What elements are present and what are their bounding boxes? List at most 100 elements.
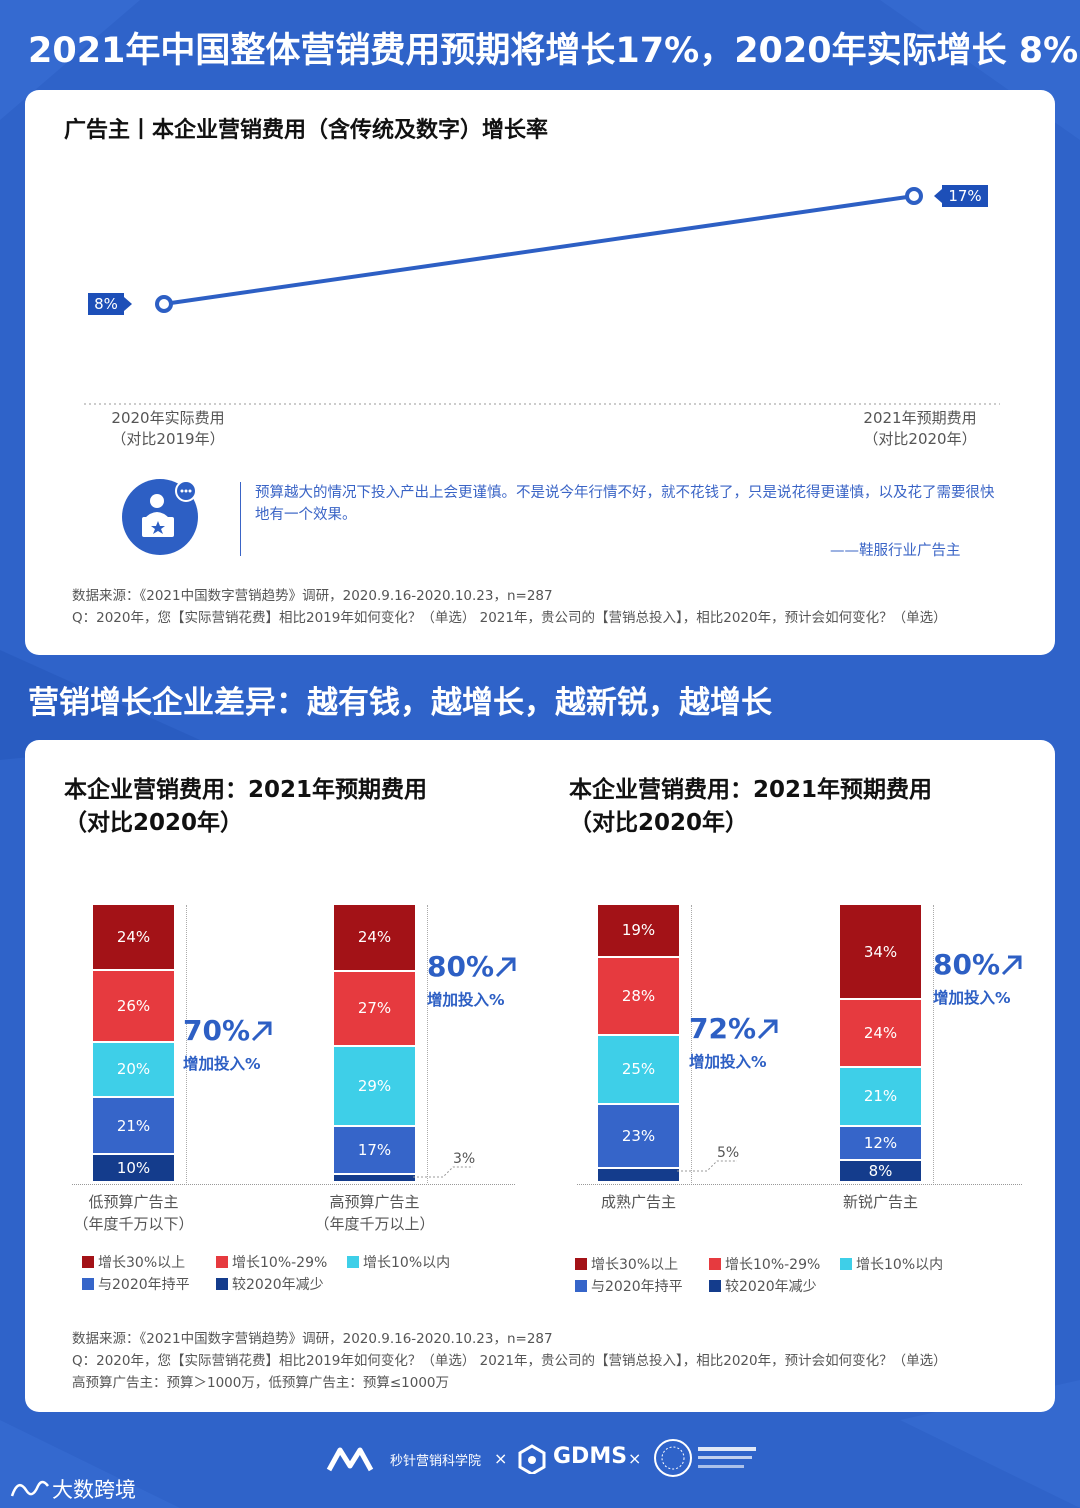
bar-segment — [598, 1169, 679, 1183]
legend-label: 与2020年持平 — [98, 1277, 190, 1293]
chart-left-title: 本企业营销费用：2021年预期费用 （对比2020年） — [64, 774, 427, 840]
page-title: 2021年中国整体营销费用预期将增长17%，2020年实际增长 8% — [28, 31, 1079, 71]
bar-segment: 24% — [93, 905, 174, 972]
legend-swatch — [575, 1280, 587, 1292]
bar-category-label-line: 新锐广告主 — [842, 1193, 918, 1211]
bar-segment — [334, 1174, 415, 1183]
increase-label: 增加投入% — [183, 1055, 261, 1073]
gdms-logo-icon — [518, 1444, 546, 1474]
legend-label: 增长30%以上 — [98, 1255, 186, 1271]
legend-swatch — [840, 1258, 852, 1270]
legend-item: 较2020年减少 — [216, 1274, 324, 1294]
footer-separator-2: × — [628, 1449, 642, 1468]
legend-swatch — [216, 1256, 228, 1268]
legend-item: 增长10%-29% — [709, 1254, 820, 1274]
bar-category-label-line: （年度千万以下） — [73, 1215, 194, 1233]
bar-category-label-line: 高预算广告主 — [329, 1193, 420, 1211]
bar-value-label: 10% — [116, 1159, 151, 1178]
legend-swatch — [82, 1278, 94, 1290]
bar-callout-line — [413, 1166, 473, 1178]
bar-value-label: 27% — [357, 999, 392, 1018]
legend-label: 增长10%以内 — [363, 1255, 451, 1271]
quote-divider — [240, 482, 241, 556]
legend-item: 增长10%-29% — [216, 1252, 327, 1272]
footer-logo-text-1: 秒针营销科学院 — [390, 1454, 482, 1469]
bar-category-label: 新锐广告主 — [801, 1191, 961, 1213]
legend-label: 较2020年减少 — [725, 1279, 817, 1295]
quote-text: 预算越大的情况下投入产出上会更谨慎。不是说今年行情不好，就不花钱了，只是说花得更… — [255, 485, 995, 523]
bar-segment: 21% — [840, 1067, 921, 1127]
bar-value-label: 3% — [453, 1150, 476, 1167]
line-point — [155, 295, 173, 313]
bar-segment: 8% — [840, 1160, 921, 1183]
legend-item: 增长30%以上 — [82, 1252, 185, 1272]
up-arrow-icon — [251, 1021, 272, 1042]
bar-guide-line — [691, 905, 692, 1183]
bar-value-label: 23% — [621, 1127, 656, 1146]
partner-seal-logo-icon — [654, 1439, 756, 1477]
bar-value-label: 17% — [357, 1141, 392, 1160]
bar-value-label: 24% — [116, 928, 151, 947]
bar-guide-line — [933, 905, 934, 1183]
legend-swatch — [709, 1280, 721, 1292]
legend-swatch — [347, 1256, 359, 1268]
growth-rate-card — [25, 90, 1055, 655]
section2-question-note: Q：2020年，您【实际营销花费】相比2019年如何变化？（单选） 2021年，… — [72, 1353, 947, 1369]
bar-segment: 12% — [840, 1126, 921, 1161]
bar-value-label: 5% — [717, 1145, 740, 1162]
chart-right-title: 本企业营销费用：2021年预期费用 （对比2020年） — [569, 774, 932, 840]
bar-value-label: 19% — [621, 921, 656, 940]
line-x-label-1-line1: 2020年实际费用 — [111, 409, 225, 427]
line-x-label-1-line2: （对比2019年） — [111, 430, 225, 448]
bar-value-label: 21% — [116, 1116, 151, 1135]
bar-segment: 17% — [334, 1127, 415, 1175]
line-x-label-2-line2: （对比2020年） — [863, 430, 977, 448]
line-chart: 8% 17% — [84, 185, 1000, 405]
legend-label: 增长10%-29% — [725, 1257, 821, 1273]
bar-baseline — [577, 1184, 1022, 1185]
bar-guide-line — [427, 905, 428, 1183]
value-label-box — [942, 185, 988, 207]
legend-label: 与2020年持平 — [591, 1279, 683, 1295]
bar-value-label: 12% — [863, 1133, 898, 1152]
bar-segment: 28% — [598, 957, 679, 1036]
line-x-label-1: 2020年实际费用 （对比2019年） — [88, 408, 248, 450]
line-series — [163, 194, 915, 306]
legend-swatch — [82, 1256, 94, 1268]
bar-segment: 25% — [598, 1035, 679, 1106]
chart-left-title-line2: （对比2020年） — [64, 810, 244, 836]
legend-label: 增长10%-29% — [232, 1255, 328, 1271]
bar-segment: 34% — [840, 905, 921, 1001]
line-x-label-2: 2021年预期费用 （对比2020年） — [840, 408, 1000, 450]
bar-segment: 24% — [334, 905, 415, 972]
value-label: 17% — [948, 187, 981, 205]
legend-label: 较2020年减少 — [232, 1277, 324, 1293]
bar-value-label: 26% — [116, 996, 151, 1015]
line-x-label-2-line1: 2021年预期费用 — [863, 409, 977, 427]
increase-percent: 72% — [689, 1012, 757, 1045]
watermark-text: 大数跨境 — [52, 1478, 136, 1502]
bar-value-label: 34% — [863, 942, 898, 961]
bar-category-label: 低预算广告主 （年度千万以下） — [54, 1191, 214, 1235]
legend-item: 与2020年持平 — [82, 1274, 190, 1294]
value-label-pointer — [934, 189, 942, 203]
bar-value-label: 8% — [868, 1161, 893, 1180]
bar-segment: 21% — [93, 1097, 174, 1156]
line-point — [905, 187, 923, 205]
bar-segment: 26% — [93, 971, 174, 1043]
value-label-pointer — [124, 297, 132, 311]
section1-question-note: Q：2020年，您【实际营销花费】相比2019年如何变化？（单选） 2021年，… — [72, 610, 947, 626]
footer-logo-text-2: GDMS — [553, 1444, 628, 1469]
bar-segment: 10% — [93, 1155, 174, 1183]
chart-right-title-line2: （对比2020年） — [569, 810, 749, 836]
bar-segment: 24% — [840, 1000, 921, 1068]
bar-category-label: 成熟广告主 — [559, 1191, 719, 1213]
legend-item: 与2020年持平 — [575, 1276, 683, 1296]
legend-label: 增长10%以内 — [856, 1257, 944, 1273]
legend-item: 增长30%以上 — [575, 1254, 678, 1274]
bar-value-label: 28% — [621, 986, 656, 1005]
bar-baseline — [72, 1184, 515, 1185]
increase-percent: 80% — [427, 950, 495, 983]
bar-segment: 27% — [334, 971, 415, 1047]
bar-segment: 23% — [598, 1105, 679, 1170]
